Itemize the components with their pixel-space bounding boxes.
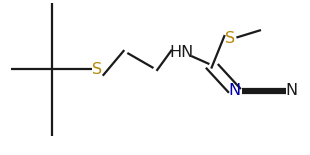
Text: HN: HN: [169, 45, 193, 60]
Text: N: N: [229, 83, 241, 98]
Text: N: N: [286, 83, 298, 98]
Text: S: S: [91, 62, 102, 77]
Text: S: S: [225, 31, 235, 46]
